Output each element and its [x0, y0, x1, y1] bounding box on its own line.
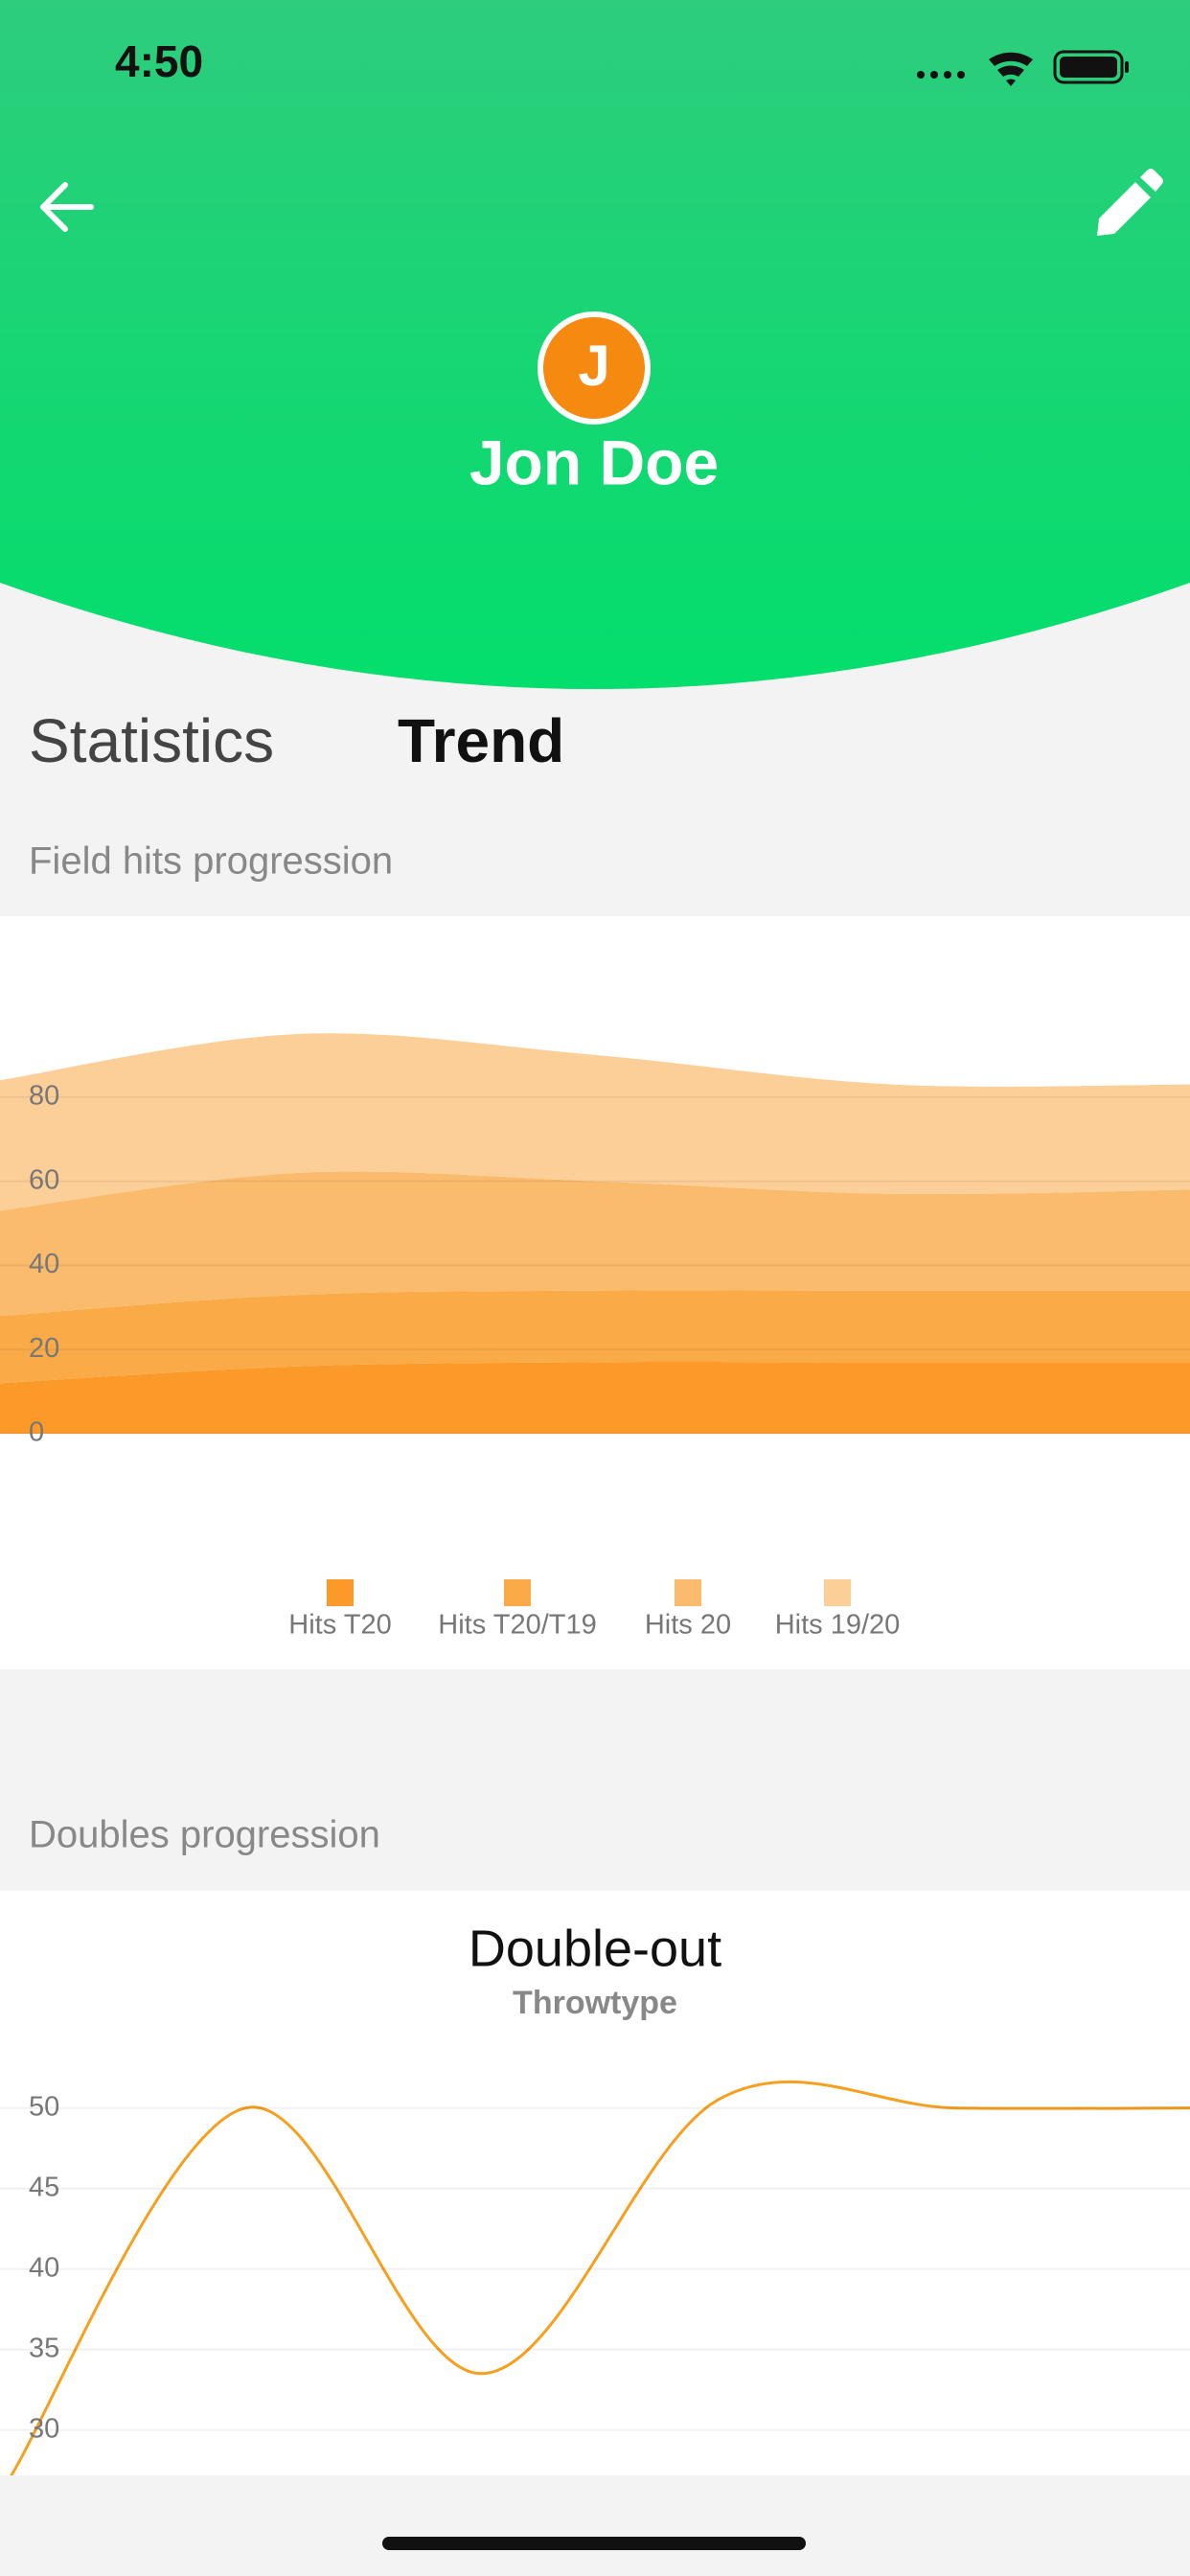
legend-label: Hits 19/20	[775, 1610, 901, 1641]
area	[0, 1033, 1190, 1211]
avatar-initial: J	[578, 334, 609, 398]
y-tick-label: 35	[29, 2333, 59, 2363]
y-tick-label: 0	[29, 1417, 44, 1448]
area	[0, 1171, 1190, 1317]
line-chart: 30 35 40 45 50	[0, 2080, 1190, 2475]
chart-title: Double-out	[469, 1920, 721, 1977]
legend-swatch	[504, 1579, 531, 1606]
y-tick-label: 50	[29, 2091, 59, 2122]
y-tick-label: 30	[29, 2413, 59, 2444]
legend-swatch	[675, 1579, 701, 1606]
player-name: Jon Doe	[469, 426, 719, 497]
legend-label: Hits T20	[288, 1610, 391, 1641]
y-tick-label: 40	[29, 2252, 59, 2283]
area	[0, 1290, 1190, 1384]
section-title: Field hits progression	[29, 840, 393, 883]
chart-subtitle: Throwtype	[513, 1985, 677, 2021]
legend-label: Hits T20/T19	[438, 1610, 596, 1641]
avatar	[538, 311, 651, 425]
y-tick-label: 60	[29, 1164, 59, 1195]
y-tick-label: 40	[29, 1249, 59, 1279]
home-indicator	[382, 2537, 806, 2550]
line	[10, 2080, 1190, 2475]
legend-label: Hits 20	[645, 1610, 731, 1641]
tab-active[interactable]: Trend	[398, 706, 564, 775]
y-tick-label: 80	[29, 1080, 59, 1111]
back-button[interactable]	[40, 182, 94, 232]
status-time: 4:50	[115, 36, 203, 86]
area-chart: Hits T20 Hits T20/T19 Hits 20 Hits 19/20 0 20…	[0, 1033, 1190, 1641]
tab[interactable]: Statistics	[29, 706, 274, 775]
area	[0, 1362, 1190, 1434]
edit-button[interactable]	[1097, 169, 1163, 236]
legend-swatch	[327, 1579, 354, 1606]
section-title: Doubles progression	[29, 1814, 380, 1856]
chart-panel	[0, 1891, 1190, 2475]
legend-swatch	[824, 1579, 851, 1606]
status-icons	[917, 50, 1129, 86]
y-tick-label: 20	[29, 1333, 59, 1364]
y-tick-label: 45	[29, 2172, 59, 2202]
